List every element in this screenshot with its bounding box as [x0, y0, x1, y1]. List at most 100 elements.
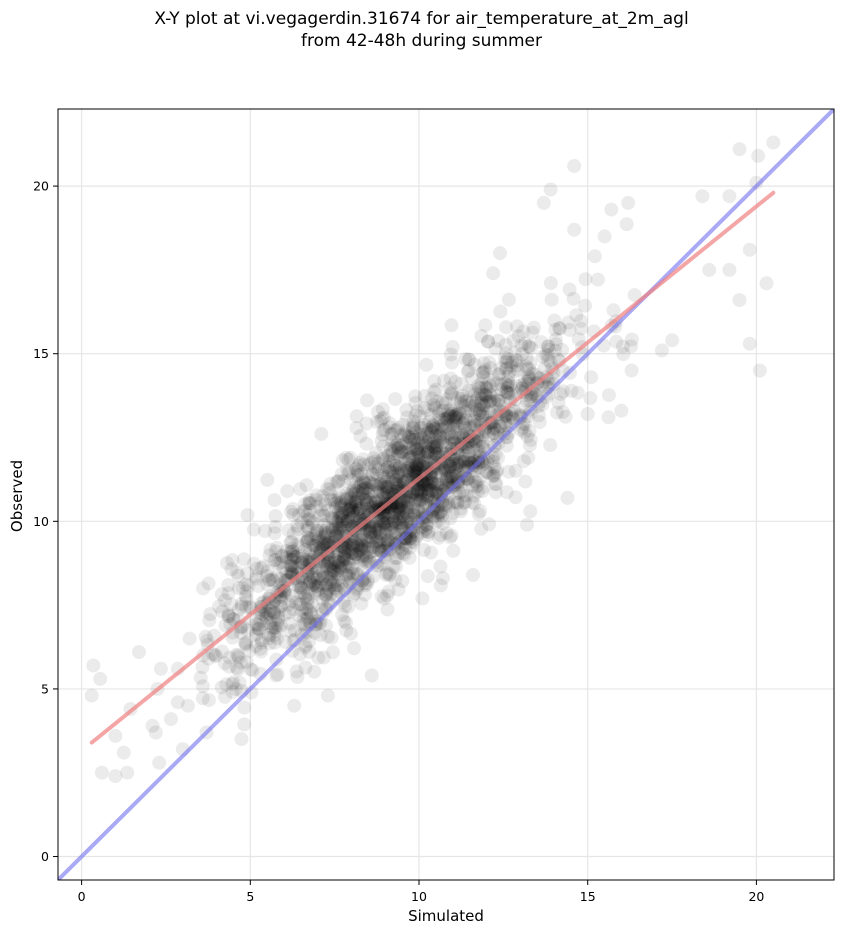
data-point [409, 458, 424, 473]
data-point [391, 447, 406, 462]
data-point [401, 490, 416, 505]
data-point [425, 503, 440, 518]
data-point [305, 516, 320, 531]
data-point [351, 544, 366, 559]
data-point [412, 427, 427, 442]
data-point [256, 559, 271, 574]
data-point [262, 573, 277, 588]
data-point [468, 474, 482, 489]
data-point [601, 388, 616, 403]
data-point [359, 495, 374, 510]
data-point [425, 421, 440, 436]
data-point [301, 495, 316, 510]
data-point [571, 332, 586, 347]
data-point [508, 345, 523, 360]
data-point [346, 533, 361, 548]
data-point [317, 569, 332, 584]
data-point [279, 550, 294, 565]
data-point [494, 377, 509, 392]
data-point [321, 535, 336, 550]
data-point [444, 430, 458, 445]
data-point [443, 530, 458, 545]
data-point [587, 249, 602, 264]
data-point [399, 463, 414, 478]
data-point [315, 489, 330, 504]
data-point [269, 540, 284, 555]
data-point [397, 547, 412, 562]
data-point [323, 485, 338, 500]
data-point [514, 409, 528, 424]
data-point [341, 466, 356, 481]
data-point [722, 262, 737, 277]
data-point [329, 514, 343, 529]
data-point [509, 353, 523, 368]
data-point [432, 411, 447, 426]
data-point [262, 636, 277, 651]
data-point [421, 525, 436, 540]
data-point [343, 501, 358, 516]
data-point [467, 398, 482, 413]
data-point [195, 691, 210, 706]
data-point [356, 452, 371, 467]
data-point [436, 412, 451, 427]
data-point [609, 334, 624, 349]
data-point [231, 581, 246, 596]
data-point [237, 700, 252, 715]
data-point [443, 511, 458, 526]
data-point [338, 559, 353, 574]
data-point [327, 496, 342, 511]
data-point [473, 396, 488, 411]
data-point [361, 486, 376, 501]
data-point [421, 478, 435, 493]
data-point [469, 475, 484, 490]
data-point [411, 445, 426, 460]
data-point [375, 465, 390, 480]
data-point [340, 492, 354, 507]
data-point [467, 387, 482, 402]
data-point [411, 457, 426, 472]
data-point [424, 475, 439, 490]
data-point [443, 459, 458, 474]
data-point [321, 559, 336, 574]
data-point [548, 343, 562, 358]
data-point [419, 482, 434, 497]
data-point [527, 320, 541, 335]
data-point [298, 640, 313, 655]
data-point [323, 476, 338, 491]
data-point [400, 464, 415, 479]
data-point [309, 542, 324, 557]
data-point [375, 514, 390, 529]
data-point [472, 406, 487, 421]
data-point [445, 506, 460, 521]
data-point [431, 506, 446, 521]
data-point [394, 444, 409, 459]
data-point [393, 459, 408, 474]
data-point [286, 526, 301, 541]
data-point [418, 435, 433, 449]
data-point [441, 407, 456, 422]
data-point [402, 492, 416, 507]
data-point [426, 417, 440, 432]
data-point [402, 550, 417, 565]
data-point [301, 521, 316, 535]
data-point [382, 517, 397, 532]
data-point [388, 572, 403, 587]
data-point [286, 602, 301, 617]
data-point [324, 511, 339, 526]
data-point [377, 471, 392, 485]
data-point [391, 440, 406, 455]
data-point [489, 376, 504, 391]
data-point [478, 318, 493, 333]
data-point [446, 412, 460, 427]
data-point [337, 613, 351, 628]
data-point [454, 454, 469, 469]
data-point [267, 628, 282, 643]
data-point [377, 591, 391, 606]
data-point [403, 540, 418, 555]
data-point [289, 595, 303, 610]
data-point [391, 582, 406, 597]
data-point [492, 419, 507, 434]
data-point [304, 606, 319, 621]
data-point [419, 357, 434, 372]
data-point [487, 421, 502, 436]
